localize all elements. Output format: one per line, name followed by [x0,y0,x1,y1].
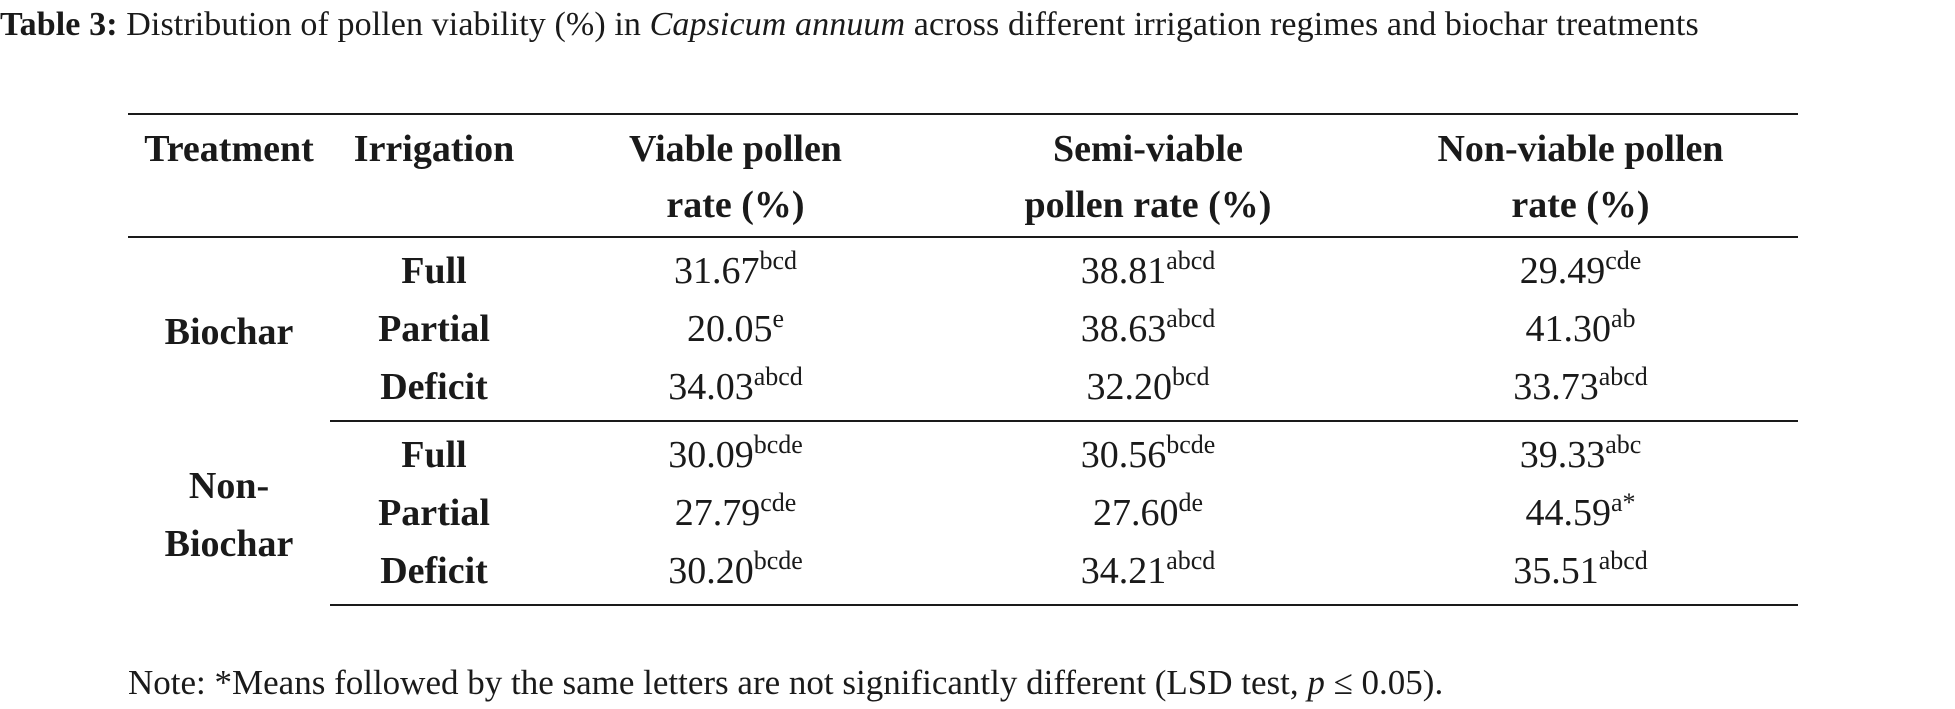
non-viable-cell: 35.51abcd [1363,542,1798,606]
viable-cell: 20.05e [686,304,785,351]
irrigation-cell: Full [401,434,467,476]
table-row: Non-Biochar Full 30.09bcde 30.56bcde 39.… [128,421,1798,566]
irrigation-cell: Partial [378,308,490,350]
header-semi-viable: Semi-viable pollen rate (%) [933,113,1363,238]
viable-cell: 27.79cde [674,488,797,535]
semi-viable-cell: 27.60de [1092,488,1204,535]
irrigation-cell: Partial [378,492,490,534]
viable-cell: 34.03abcd [538,358,933,422]
table-header: Treatment Irrigation Viable pollen rate (… [128,113,1798,238]
table-row: Partial 27.79cde 27.60de 44.59a* [128,484,1798,542]
table-container: Treatment Irrigation Viable pollen rate (… [128,113,1798,606]
non-viable-cell: 29.49cde [1519,246,1642,293]
viable-cell: 30.20bcde [538,542,933,606]
non-viable-cell: 33.73abcd [1363,358,1798,422]
caption-text-before: Distribution of pollen viability (%) in [117,6,650,43]
treatment-cell: Biochar [164,310,294,353]
semi-viable-cell: 38.63abcd [1080,304,1216,351]
table-row: Deficit 34.03abcd 32.20bcd 33.73abcd [128,358,1798,422]
note-text-after: ≤ 0.05). [1324,663,1444,702]
header-treatment: Treatment [128,113,330,238]
viable-cell: 30.09bcde [668,430,803,477]
non-viable-cell: 41.30ab [1525,304,1636,351]
non-viable-cell: 44.59a* [1525,488,1636,535]
semi-viable-cell: 30.56bcde [1080,430,1216,477]
irrigation-cell: Full [401,250,467,292]
semi-viable-cell: 32.20bcd [933,358,1363,422]
table-row: Deficit 30.20bcde 34.21abcd 35.51abcd [128,542,1798,606]
irrigation-cell: Deficit [330,358,538,422]
pollen-viability-table: Treatment Irrigation Viable pollen rate (… [128,113,1798,606]
table-note: Note: *Means followed by the same letter… [128,660,1443,705]
header-row: Treatment Irrigation Viable pollen rate (… [128,113,1798,238]
caption-text-after: across different irrigation regimes and … [905,6,1699,43]
irrigation-cell: Deficit [330,542,538,606]
table-caption: Table 3: Distribution of pollen viabilit… [0,0,1955,49]
viable-cell: 31.67bcd [673,246,798,293]
group-non-biochar: Non-Biochar Full 30.09bcde 30.56bcde 39.… [128,421,1798,606]
header-viable: Viable pollen rate (%) [538,113,933,238]
treatment-cell: Non-Biochar [164,465,294,565]
semi-viable-cell: 38.81abcd [1080,246,1216,293]
header-irrigation: Irrigation [330,113,538,238]
note-text-before: Note: *Means followed by the same letter… [128,663,1308,702]
table-row: Partial 20.05e 38.63abcd 41.30ab [128,300,1798,358]
group-biochar: Biochar Full 31.67bcd 38.81abcd 29.49cde… [128,237,1798,422]
note-p-symbol: p [1307,663,1325,702]
header-non-viable: Non-viable pollen rate (%) [1363,113,1798,238]
caption-label: Table 3: [0,6,118,43]
semi-viable-cell: 34.21abcd [933,542,1363,606]
non-viable-cell: 39.33abc [1519,430,1642,477]
caption-species: Capsicum annuum [649,6,906,43]
table-row: Biochar Full 31.67bcd 38.81abcd 29.49cde [128,237,1798,353]
